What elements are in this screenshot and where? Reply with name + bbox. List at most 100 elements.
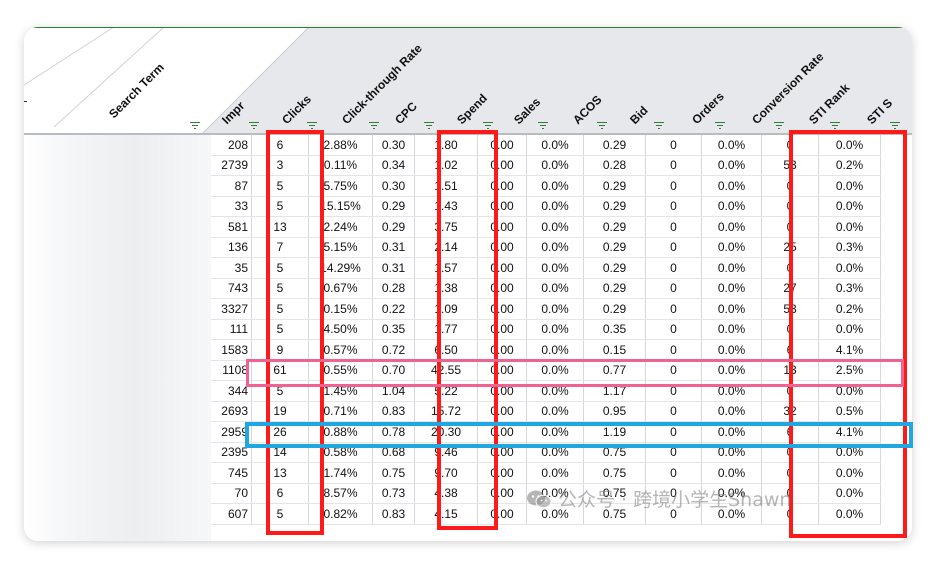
filter-icon[interactable] xyxy=(774,122,784,130)
filter-icon[interactable] xyxy=(830,122,840,130)
table-cell[interactable]: 0 xyxy=(645,339,702,361)
table-cell[interactable]: 0.3% xyxy=(818,237,881,258)
table-cell[interactable]: 0.75 xyxy=(583,462,646,484)
table-cell[interactable]: 0.0% xyxy=(701,237,762,258)
table-cell[interactable]: 0.0% xyxy=(701,155,762,176)
table-cell[interactable]: 15.72 xyxy=(414,401,478,422)
table-cell[interactable]: 2.88% xyxy=(308,135,373,156)
table-cell[interactable]: 0 xyxy=(645,155,702,176)
filter-icon[interactable] xyxy=(538,122,548,130)
table-cell[interactable]: 2395 xyxy=(211,442,252,463)
table-cell[interactable]: 8.57% xyxy=(308,483,373,504)
table-cell[interactable]: 0.00 xyxy=(477,483,527,504)
table-cell[interactable]: 0 xyxy=(645,237,702,258)
table-cell[interactable]: 0.0% xyxy=(526,175,584,197)
table-cell[interactable]: 4.1% xyxy=(818,421,881,443)
table-cell[interactable]: 0.29 xyxy=(583,298,646,320)
table-cell[interactable]: 6 xyxy=(251,483,309,504)
table-cell[interactable]: 0.0% xyxy=(526,360,584,381)
table-cell[interactable]: 1.74% xyxy=(308,462,373,484)
table-cell[interactable]: 70 xyxy=(211,483,252,504)
table-cell[interactable]: 0.00 xyxy=(477,503,527,525)
table-cell[interactable]: 3327 xyxy=(211,298,252,320)
table-cell[interactable]: 0 xyxy=(645,319,702,340)
table-cell[interactable]: 0.75 xyxy=(583,483,646,504)
table-cell[interactable]: 5.15% xyxy=(308,237,373,258)
table-cell[interactable]: 0.29 xyxy=(583,237,646,258)
table-cell[interactable]: 136 xyxy=(211,237,252,258)
table-cell[interactable]: 0.29 xyxy=(583,135,646,156)
table-cell[interactable]: 0.0% xyxy=(701,462,762,484)
table-cell[interactable]: 5.75% xyxy=(308,175,373,197)
table-cell[interactable]: 5 xyxy=(251,298,309,320)
table-cell[interactable]: 0.11% xyxy=(308,155,373,176)
table-cell[interactable]: 0.78 xyxy=(372,421,415,443)
table-cell[interactable]: 1.57 xyxy=(414,257,478,279)
table-cell[interactable]: 344 xyxy=(211,380,252,402)
table-cell[interactable]: 0 xyxy=(645,483,702,504)
table-cell[interactable]: 0.67% xyxy=(308,278,373,299)
table-cell[interactable]: 0 xyxy=(645,401,702,422)
table-cell[interactable]: 0 xyxy=(645,135,702,156)
table-cell[interactable]: 0.95 xyxy=(583,401,646,422)
table-cell[interactable]: 1.77 xyxy=(414,319,478,340)
table-cell[interactable]: 0.34 xyxy=(372,155,415,176)
table-cell[interactable]: 0.0% xyxy=(526,319,584,340)
table-cell[interactable]: 0.30 xyxy=(372,175,415,197)
table-cell[interactable]: 1.09 xyxy=(414,298,478,320)
table-cell[interactable]: 0.0% xyxy=(526,298,584,320)
table-cell[interactable]: 0.0% xyxy=(526,196,584,217)
table-cell[interactable]: 0.35 xyxy=(372,319,415,340)
table-cell[interactable]: 0.0% xyxy=(526,421,584,443)
table-cell[interactable]: 0.83 xyxy=(372,503,415,525)
table-cell[interactable]: 0.0% xyxy=(701,339,762,361)
filter-icon[interactable] xyxy=(249,122,259,130)
filter-icon[interactable] xyxy=(654,122,664,130)
table-cell[interactable]: 0.31 xyxy=(372,237,415,258)
table-cell[interactable]: 2.14 xyxy=(414,237,478,258)
table-cell[interactable]: 0.29 xyxy=(583,175,646,197)
table-cell[interactable]: 0.0% xyxy=(526,155,584,176)
filter-icon[interactable] xyxy=(190,122,200,130)
table-cell[interactable]: 0.28 xyxy=(372,278,415,299)
table-cell[interactable]: 15.15% xyxy=(308,196,373,217)
table-cell[interactable]: 0.0% xyxy=(701,298,762,320)
table-cell[interactable]: 0.70 xyxy=(372,360,415,381)
table-cell[interactable]: 33 xyxy=(211,196,252,217)
table-cell[interactable]: 743 xyxy=(211,278,252,299)
table-cell[interactable]: 5 xyxy=(251,196,309,217)
table-cell[interactable]: 7 xyxy=(251,237,309,258)
table-cell[interactable]: 2739 xyxy=(211,155,252,176)
table-cell[interactable]: 0 xyxy=(645,278,702,299)
table-cell[interactable]: 0.00 xyxy=(477,175,527,197)
table-cell[interactable]: 5 xyxy=(251,175,309,197)
table-cell[interactable]: 1.02 xyxy=(414,155,478,176)
table-cell[interactable]: 0.0% xyxy=(701,278,762,299)
table-cell[interactable]: 0.82% xyxy=(308,503,373,525)
table-cell[interactable]: 0.77 xyxy=(583,360,646,381)
table-cell[interactable]: 0.0% xyxy=(526,257,584,279)
table-cell[interactable]: 2.24% xyxy=(308,216,373,238)
table-cell[interactable]: 42.55 xyxy=(414,360,478,381)
table-cell[interactable]: 4.50% xyxy=(308,319,373,340)
table-cell[interactable]: 0.30 xyxy=(372,135,415,156)
table-cell[interactable]: 13 xyxy=(251,462,309,484)
table-cell[interactable]: 0.55% xyxy=(308,360,373,381)
table-cell[interactable]: 0.83 xyxy=(372,401,415,422)
table-cell[interactable]: 607 xyxy=(211,503,252,525)
table-cell[interactable]: 0.5% xyxy=(818,401,881,422)
table-cell[interactable]: 0.0% xyxy=(701,319,762,340)
table-cell[interactable]: 14.29% xyxy=(308,257,373,279)
table-cell[interactable]: 0.0% xyxy=(818,175,881,197)
table-cell[interactable]: 0.2% xyxy=(818,298,881,320)
table-cell[interactable]: 0.00 xyxy=(477,319,527,340)
table-cell[interactable]: 0.0% xyxy=(701,503,762,525)
table-cell[interactable]: 0.0% xyxy=(526,135,584,156)
table-cell[interactable]: 0.0% xyxy=(526,401,584,422)
table-cell[interactable]: 208 xyxy=(211,135,252,156)
table-cell[interactable]: 4.15 xyxy=(414,503,478,525)
table-cell[interactable]: 0 xyxy=(645,360,702,381)
table-cell[interactable]: 0.75 xyxy=(372,462,415,484)
table-cell[interactable]: 0.88% xyxy=(308,421,373,443)
table-cell[interactable]: 581 xyxy=(211,216,252,238)
